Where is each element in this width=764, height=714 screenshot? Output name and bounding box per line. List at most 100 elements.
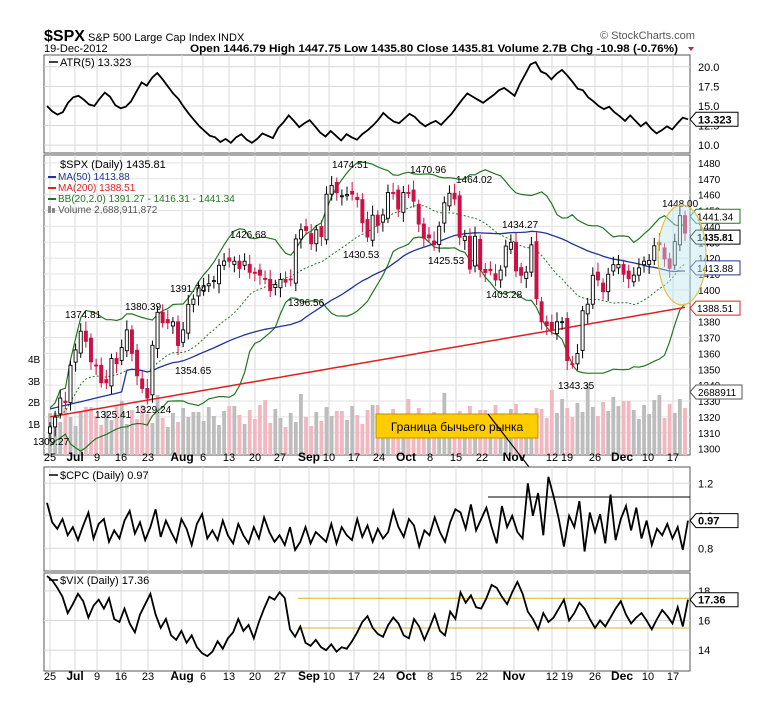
x-tick-label: 6 <box>200 671 206 683</box>
volume-bar <box>68 417 73 455</box>
price-tag-label: 1388.51 <box>697 304 734 315</box>
volume-bar <box>114 406 119 455</box>
candle-body <box>452 192 457 200</box>
x-tick-label: 9 <box>94 452 100 464</box>
candle-body <box>201 285 206 292</box>
x-tick-label: Aug <box>170 669 193 683</box>
price-extreme-label: 1464.02 <box>456 175 493 186</box>
candle-body <box>575 353 580 365</box>
candle-body <box>360 199 365 224</box>
candle-body <box>334 181 339 194</box>
volume-bar <box>636 419 641 455</box>
volume-bar <box>677 399 682 455</box>
volume-bar <box>78 412 83 455</box>
x-tick-label: 16 <box>115 671 127 683</box>
volume-bar <box>155 395 160 455</box>
price-extreme-label: 1354.65 <box>175 366 212 377</box>
volume-bar <box>652 400 657 455</box>
candle-body <box>611 264 616 272</box>
volume-bar <box>662 418 667 455</box>
candle-body <box>350 190 355 195</box>
y-tick-label: 14 <box>698 645 710 657</box>
x-tick-label: 19 <box>561 671 573 683</box>
candle-body <box>396 189 401 210</box>
candle-body <box>585 303 590 315</box>
volume-bar <box>299 394 303 455</box>
candle-body <box>135 349 140 377</box>
candle-body <box>442 202 447 224</box>
y-tick-label: 1320 <box>698 413 721 424</box>
volume-bar <box>339 411 344 455</box>
y-tick-label: 1420 <box>698 254 721 265</box>
volume-bar <box>273 409 278 455</box>
ma200-line <box>49 306 686 418</box>
candle-body <box>206 283 211 287</box>
candle-body <box>48 426 52 434</box>
x-tick-label: 25 <box>44 452 56 464</box>
x-tick-label: Oct <box>396 450 416 464</box>
candle-body <box>503 245 508 268</box>
volume-bar <box>237 415 242 455</box>
y-tick-label: 15.0 <box>698 101 719 113</box>
candle-body <box>683 215 687 234</box>
candle-body <box>53 416 58 428</box>
x-tick-label: Jul <box>66 450 83 464</box>
y-tick-label: 1330 <box>698 397 721 408</box>
cpc-legend: $CPC (Daily) 0.97 <box>60 470 149 482</box>
volume-tag-label: 2688911 <box>698 388 737 399</box>
volume-bar <box>626 401 631 455</box>
candle-body <box>508 241 513 250</box>
volume-bar <box>268 423 273 455</box>
copyright[interactable]: © StockCharts.com <box>600 30 695 42</box>
candle-body <box>657 242 662 246</box>
candle-body <box>83 330 88 342</box>
price-panel: 1309.271374.811325.411380.391329.241391.… <box>28 154 743 496</box>
price-extreme-label: 1470.96 <box>410 165 447 176</box>
x-tick-label: 22 <box>476 452 488 464</box>
candle-body <box>293 238 298 284</box>
volume-bar <box>386 423 390 455</box>
candle-body <box>140 378 145 389</box>
candle-body <box>421 223 426 239</box>
candle-body <box>88 337 93 363</box>
candle-body <box>529 244 534 273</box>
x-tick-label: 23 <box>142 452 154 464</box>
volume-bar <box>585 384 590 455</box>
volume-bar <box>667 404 672 455</box>
x-tick-label: 15 <box>450 452 462 464</box>
candle-body <box>565 318 570 362</box>
volume-bar <box>150 423 155 455</box>
candle-body <box>514 241 518 272</box>
x-tick-label: Oct <box>396 669 416 683</box>
candle-body <box>488 268 493 272</box>
x-tick-label: 12 <box>546 671 558 683</box>
candle-body <box>493 273 498 281</box>
candle-body <box>324 193 329 241</box>
candle-body <box>217 264 221 285</box>
volume-bar <box>263 400 268 455</box>
candle-body <box>375 214 380 226</box>
volume-bar <box>165 427 170 455</box>
volume-bar <box>503 423 508 455</box>
y-tick-label: 1310 <box>698 429 721 440</box>
candle-body <box>667 258 672 269</box>
chart-header: $SPX S&P 500 Large Cap Index INDX © Stoc… <box>44 28 695 55</box>
candle-body <box>304 226 309 231</box>
volume-bar <box>232 406 237 455</box>
candle-body <box>621 264 626 275</box>
volume-bar <box>211 416 216 455</box>
candle-body <box>73 349 78 363</box>
last-value-tag <box>689 592 739 608</box>
x-tick-label: Sep <box>298 450 320 464</box>
candle-body <box>595 271 600 281</box>
volume-bar <box>242 424 247 455</box>
volume-bar <box>181 408 186 455</box>
price-extreme-label: 1380.39 <box>125 302 162 313</box>
candle-body <box>94 364 99 367</box>
x-tick-label: 8 <box>427 671 433 683</box>
x-tick-label: 8 <box>427 452 433 464</box>
price-extreme-label: 1425.53 <box>428 256 465 267</box>
volume-bar <box>119 401 124 455</box>
candle-body <box>426 234 431 239</box>
